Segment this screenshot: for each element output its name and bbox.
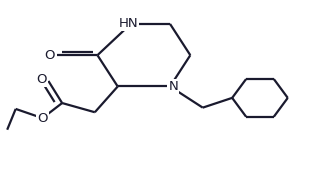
Text: O: O [44,49,54,62]
Text: HN: HN [118,17,138,30]
Text: O: O [37,112,48,125]
Text: N: N [168,80,178,93]
Text: O: O [36,73,46,86]
